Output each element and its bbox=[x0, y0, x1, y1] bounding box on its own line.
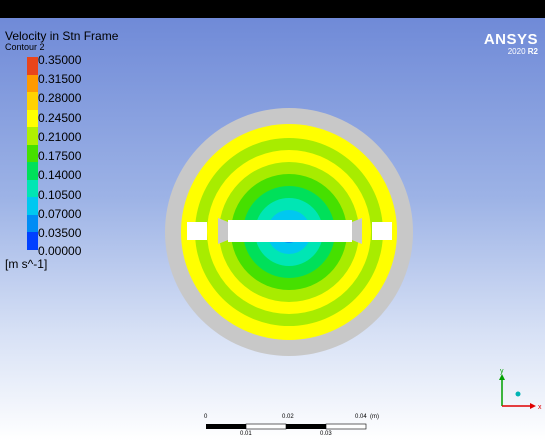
ansys-logo: ANSYS 2020 R2 bbox=[483, 31, 538, 57]
legend-color-swatch bbox=[27, 179, 38, 198]
legend-tick-0: 0.35000 bbox=[38, 53, 82, 67]
viewport-top-bar bbox=[0, 0, 545, 18]
legend-tick-5: 0.17500 bbox=[38, 149, 82, 163]
legend-tick-1: 0.31500 bbox=[38, 72, 82, 86]
legend-tick-8: 0.07000 bbox=[38, 207, 82, 221]
scale-label-0: 0 bbox=[204, 414, 208, 420]
ansys-logo-name: ANSYS bbox=[483, 31, 538, 48]
legend-tick-3: 0.24500 bbox=[38, 111, 82, 125]
center-slot-right-wedge bbox=[352, 218, 362, 244]
legend-color-swatch bbox=[27, 197, 38, 216]
y-axis-arrowhead bbox=[499, 374, 505, 380]
legend-tick-9: 0.03500 bbox=[38, 226, 82, 240]
center-slot bbox=[228, 220, 352, 242]
center-shaft-slot bbox=[187, 218, 392, 244]
legend-color-bar bbox=[27, 57, 38, 251]
legend-color-swatch bbox=[27, 57, 38, 76]
right-slot bbox=[372, 222, 392, 240]
legend-color-swatch bbox=[27, 74, 38, 93]
scale-label-004: 0.04 bbox=[355, 414, 367, 420]
legend-tick-10: 0.00000 bbox=[38, 244, 82, 258]
scale-label-002: 0.02 bbox=[282, 414, 294, 420]
legend-color-swatch bbox=[27, 127, 38, 146]
x-axis-label: x bbox=[538, 404, 542, 411]
legend-color-swatch bbox=[27, 109, 38, 128]
z-axis-dot bbox=[515, 391, 521, 397]
scale-bar-graphic bbox=[206, 423, 367, 430]
ansys-logo-version: 2020 R2 bbox=[507, 47, 538, 56]
y-axis-label: y bbox=[500, 368, 504, 375]
legend-color-swatch bbox=[27, 144, 38, 163]
legend-color-swatch bbox=[27, 232, 38, 251]
axis-triad[interactable]: y x bbox=[488, 366, 545, 416]
axis-triad-graphic: y x bbox=[499, 368, 542, 411]
left-slot bbox=[187, 222, 207, 240]
legend-unit: [m s^-1] bbox=[5, 257, 48, 271]
scale-unit: (m) bbox=[370, 414, 379, 420]
center-slot-left-wedge bbox=[218, 218, 228, 244]
legend-tick-6: 0.14000 bbox=[38, 168, 82, 182]
legend-color-swatch bbox=[27, 162, 38, 181]
scale-label-003: 0.03 bbox=[320, 431, 332, 437]
legend-tick-4: 0.21000 bbox=[38, 130, 82, 144]
legend-tick-7: 0.10500 bbox=[38, 188, 82, 202]
legend-title: Velocity in Stn Frame bbox=[5, 29, 119, 43]
legend-tick-2: 0.28000 bbox=[38, 91, 82, 105]
legend-color-swatch bbox=[27, 214, 38, 233]
x-axis-arrowhead bbox=[530, 403, 536, 409]
legend-color-swatch bbox=[27, 92, 38, 111]
scale-label-001: 0.01 bbox=[240, 431, 252, 437]
scale-bar: 0 0.02 0.04 (m) 0.01 0.03 bbox=[200, 412, 380, 440]
legend-subtitle: Contour 2 bbox=[5, 42, 45, 52]
